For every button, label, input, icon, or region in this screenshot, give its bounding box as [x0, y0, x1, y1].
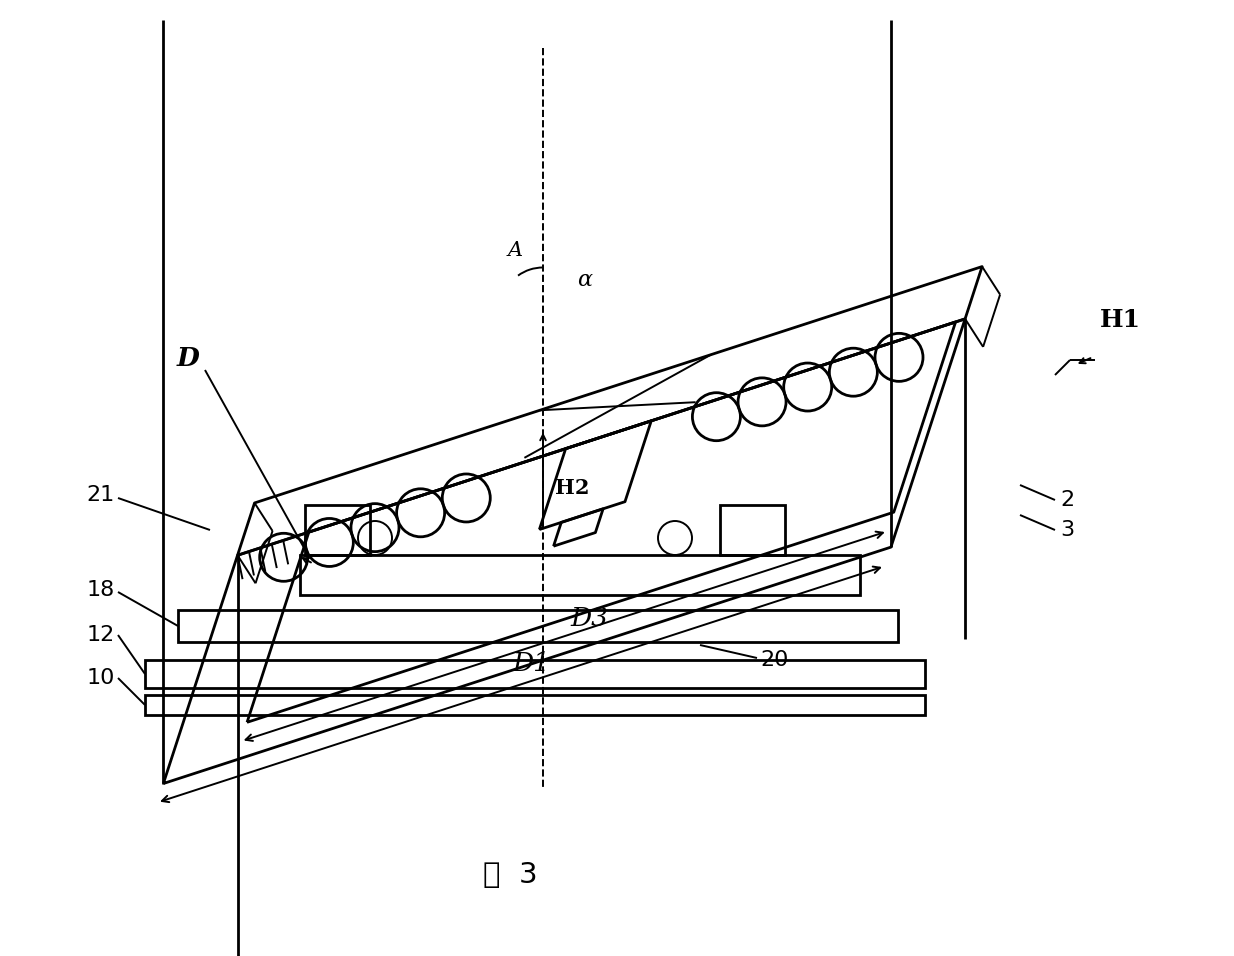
- Text: 12: 12: [86, 625, 115, 645]
- Text: 图  3: 图 3: [482, 861, 537, 889]
- Text: α: α: [578, 269, 592, 291]
- Bar: [146, 695, 926, 715]
- Bar: [178, 610, 898, 642]
- Text: A: A: [507, 241, 522, 259]
- Bar: [146, 660, 926, 688]
- Text: 3: 3: [1060, 520, 1074, 540]
- Text: 20: 20: [760, 650, 789, 670]
- Text: D1: D1: [512, 651, 550, 676]
- Text: H1: H1: [1099, 308, 1141, 332]
- Text: D: D: [176, 345, 200, 371]
- Text: D3: D3: [570, 606, 608, 631]
- Text: 10: 10: [86, 668, 115, 688]
- Text: 18: 18: [86, 580, 115, 600]
- Bar: [300, 555, 860, 595]
- Bar: [305, 505, 370, 555]
- Text: H2: H2: [555, 478, 590, 497]
- Text: 21: 21: [86, 485, 115, 505]
- Bar: [719, 505, 785, 555]
- Text: 2: 2: [1060, 490, 1074, 510]
